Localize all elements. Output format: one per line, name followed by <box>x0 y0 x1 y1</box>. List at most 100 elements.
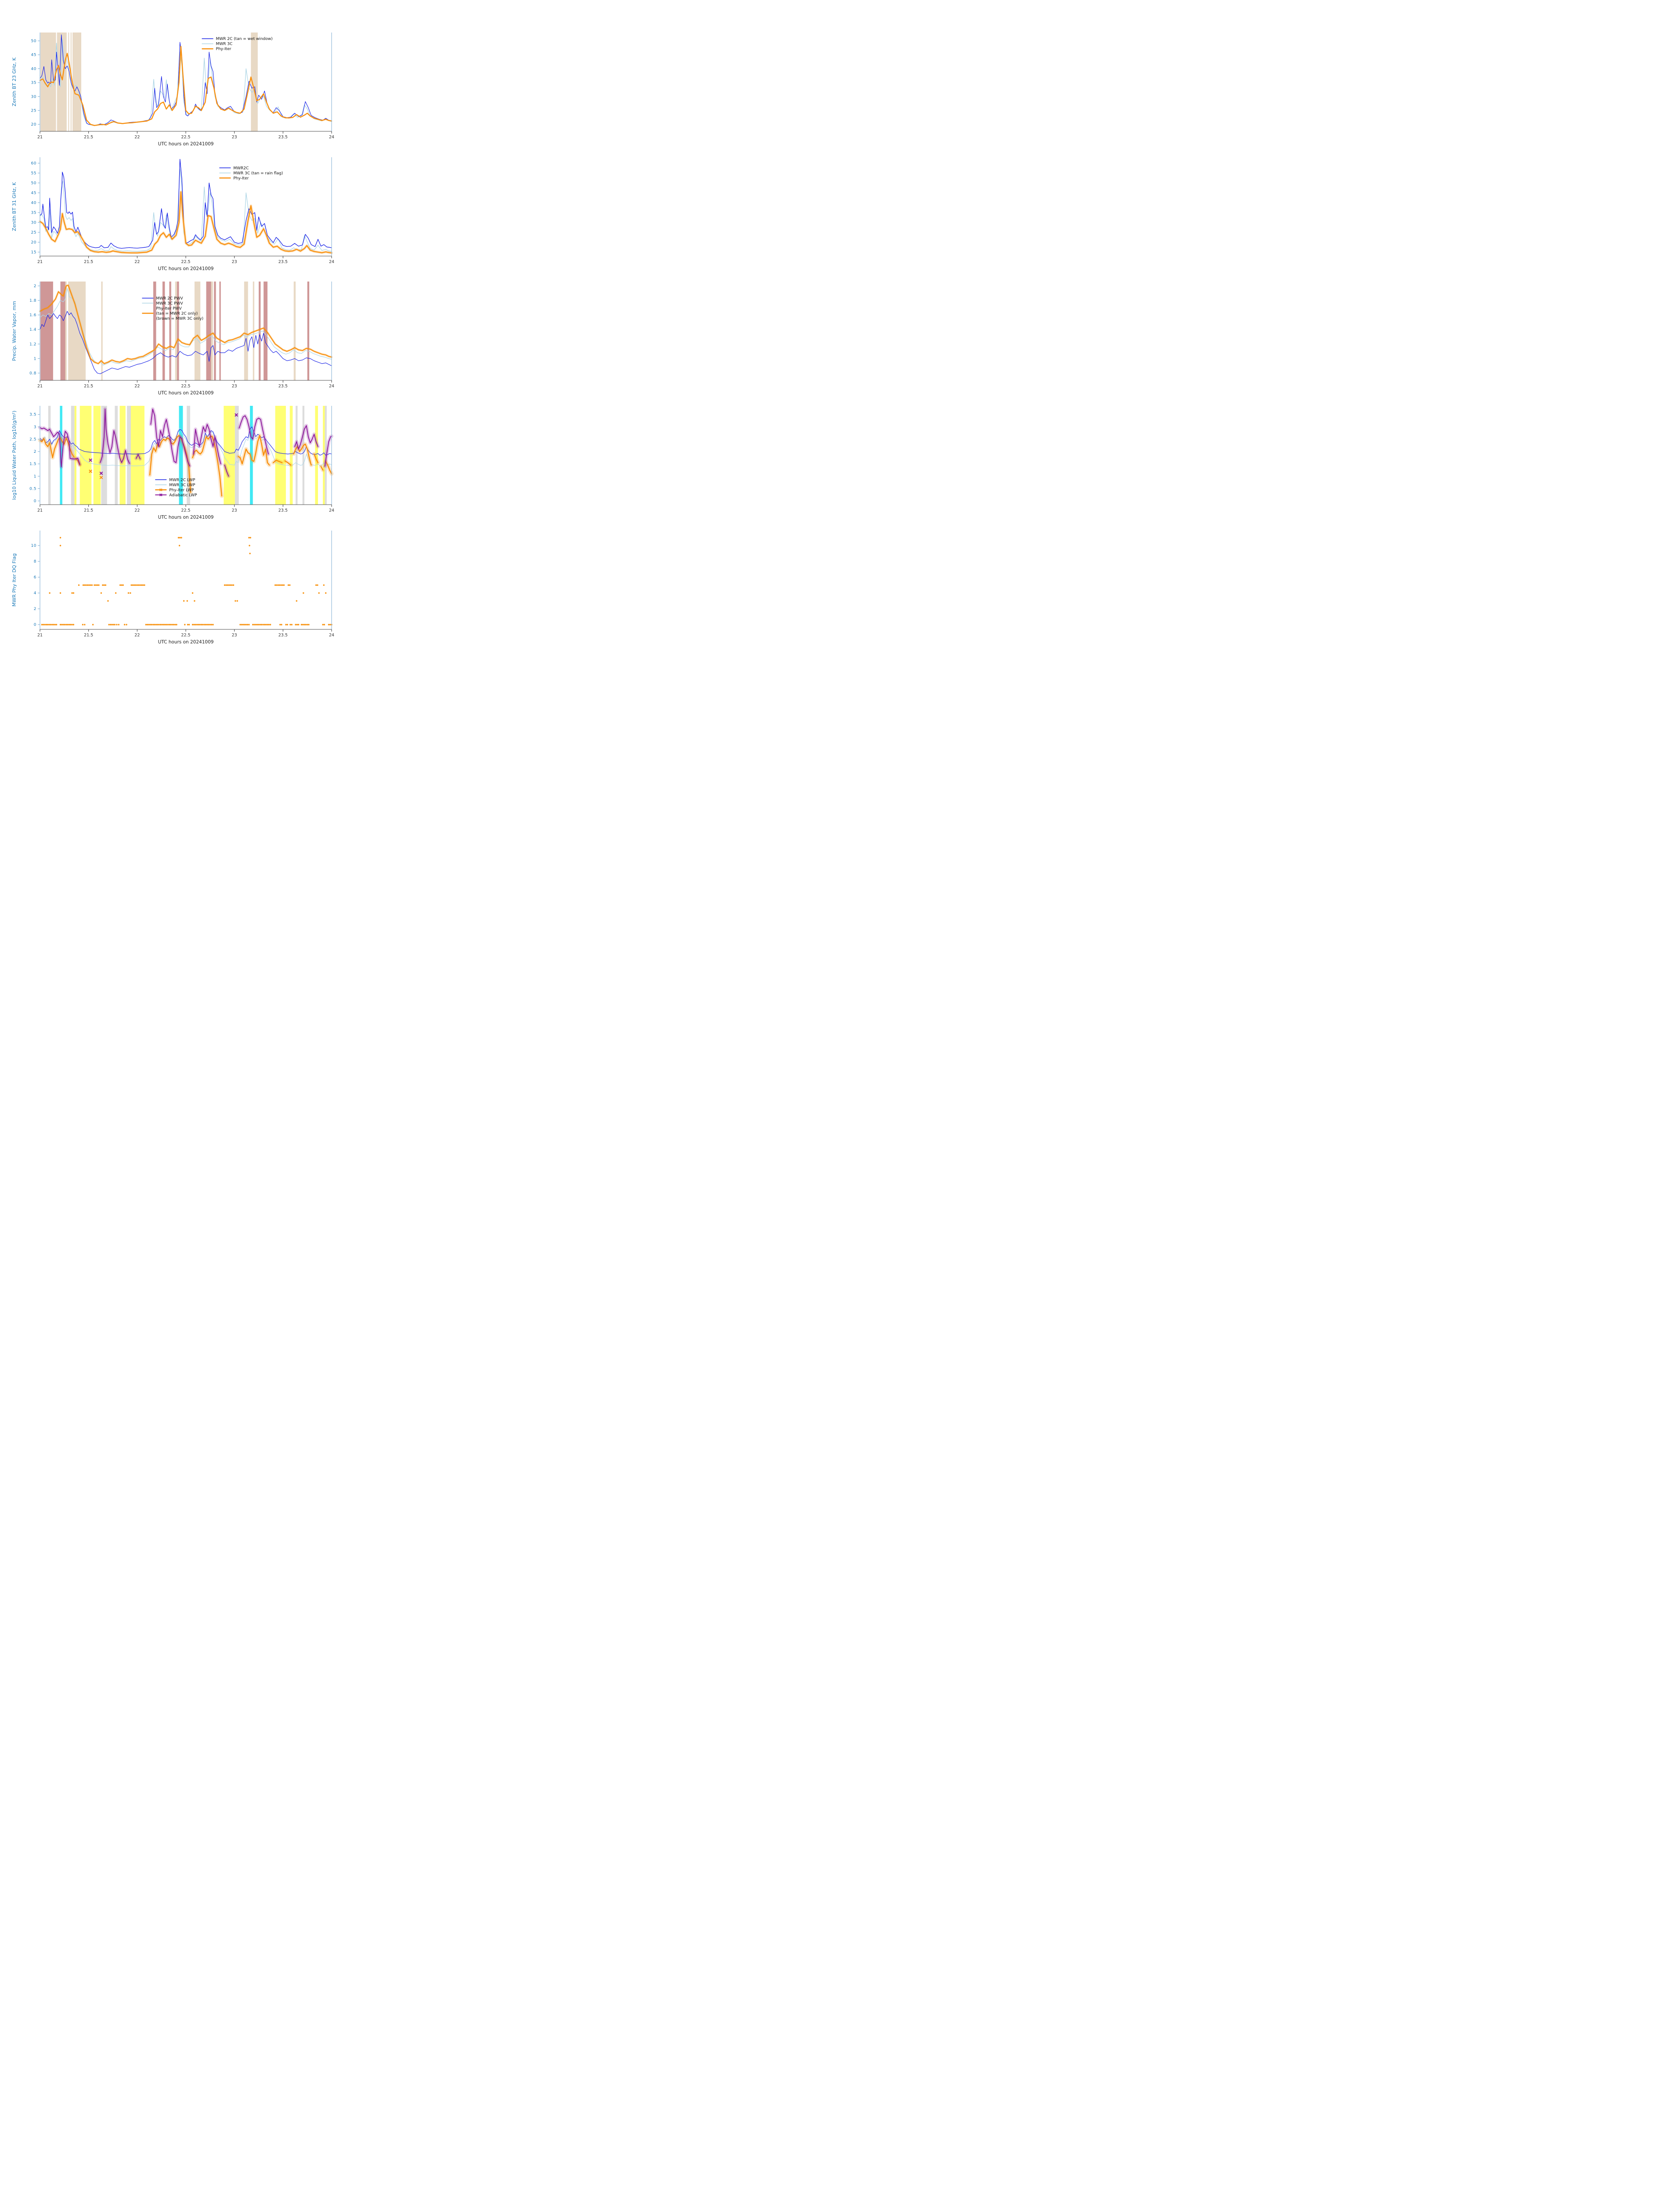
flag-dot <box>50 624 52 625</box>
flag-dot <box>178 545 181 546</box>
x-tick-label: 22.5 <box>181 135 190 140</box>
flag-dot <box>318 592 320 594</box>
flag-dot <box>252 624 254 625</box>
x-tick-label: 22 <box>134 633 140 638</box>
x-tick-label: 22.5 <box>181 633 190 638</box>
x-tick-label: 21 <box>37 260 43 264</box>
flag-band <box>250 406 253 505</box>
x-tick-label: 21.5 <box>84 508 93 513</box>
y-tick-label: 1.8 <box>29 299 36 303</box>
flag-band <box>127 406 131 505</box>
flag-dot <box>249 537 251 538</box>
flag-band <box>79 406 92 505</box>
flag-dot <box>191 592 194 594</box>
flag-dot <box>300 624 303 625</box>
flag-dot <box>208 624 210 625</box>
y-tick-label: 1.5 <box>29 462 36 466</box>
flag-dot <box>64 624 66 625</box>
flag-dot <box>59 537 61 538</box>
flag-band <box>60 406 62 505</box>
dq-flag-points <box>41 537 332 625</box>
y-tick-label: 2 <box>34 450 36 454</box>
x-tick-label: 23.5 <box>278 135 288 140</box>
flag-dot <box>193 624 195 625</box>
flag-dot <box>130 584 132 586</box>
x-tick-label: 24 <box>329 384 334 389</box>
x-axis-label: UTC hours on 20241009 <box>158 390 214 396</box>
flag-dot <box>49 592 51 594</box>
flag-dot <box>163 624 164 625</box>
y-tick-label: 2 <box>34 607 36 611</box>
flag-dot <box>198 624 199 625</box>
flag-dot <box>41 624 43 625</box>
panel-pwv: 0.8 1 1.2 1.4 1.6 1.8 2 21 21.5 22 22.5 23 23.5 24 UTC… <box>11 282 334 396</box>
flag-dot <box>45 624 47 625</box>
flag-dot <box>289 624 291 625</box>
flag-dot <box>96 584 98 586</box>
flag-dot <box>184 624 186 625</box>
flag-dot <box>259 624 261 625</box>
flag-dot <box>88 584 90 586</box>
y-tick-label: 2 <box>34 284 36 289</box>
flag-band <box>251 33 258 131</box>
y-tick-label: 3.5 <box>29 413 36 417</box>
x-marker <box>99 471 103 475</box>
flag-band <box>179 406 183 505</box>
y-tick-label: 0 <box>34 499 36 504</box>
flag-band <box>296 406 298 505</box>
flag-dot <box>98 584 100 586</box>
flag-dot <box>43 624 44 625</box>
panel-lwp: 00.511.522.533.521 21.5 22 22.5 23 23.5 24UTC … <box>11 406 334 520</box>
x-tick-label: 24 <box>329 633 334 638</box>
y-tick-label: 0.8 <box>29 371 36 376</box>
flag-band <box>194 282 201 380</box>
legend-label: MWR 3C LWP <box>169 483 195 488</box>
flag-band <box>60 282 65 380</box>
flag-dot <box>295 624 296 625</box>
flag-band <box>253 282 254 380</box>
legend-label: MWR 3C PWV <box>156 301 183 306</box>
flag-dot <box>130 592 131 594</box>
flag-dot <box>211 624 213 625</box>
y-tick-label: 25 <box>31 231 36 235</box>
flag-dot <box>268 624 270 625</box>
flag-dot <box>195 624 196 625</box>
series-line-mwr-3c-lwp <box>40 427 332 466</box>
y-tick-label: 8 <box>34 560 36 564</box>
x-tick-label: 23 <box>232 384 237 389</box>
y-tick-label: 40 <box>31 67 36 71</box>
flag-dot <box>303 592 304 594</box>
flag-dot <box>232 584 235 586</box>
x-tick-label: 21.5 <box>84 633 93 638</box>
legend-label: Phy-Iter LWP <box>169 488 194 492</box>
flag-dot <box>122 584 124 586</box>
flag-dot <box>155 624 157 625</box>
flag-dot <box>92 624 94 625</box>
x-tick-label: 24 <box>329 508 334 513</box>
x-tick-label: 21.5 <box>84 384 93 389</box>
flag-dot <box>121 584 123 586</box>
flag-dot <box>280 584 282 586</box>
flag-dot <box>114 624 116 625</box>
flag-dot <box>134 584 135 586</box>
flag-dot <box>135 584 137 586</box>
flag-dot <box>115 592 117 594</box>
flag-dot <box>241 624 242 625</box>
flag-dot <box>224 584 226 586</box>
flag-dot <box>276 584 278 586</box>
panel-bt31: 15 20 25 30 35 40 45 50 55 60 21 21.5 22 22.5 23 23.5 24… <box>11 157 334 271</box>
flag-dot <box>161 624 163 625</box>
flag-dot <box>171 624 173 625</box>
flag-band <box>65 282 67 380</box>
flag-dot <box>102 584 104 586</box>
flag-dot <box>72 624 75 625</box>
x-marker <box>89 470 93 473</box>
x-axis-label: UTC hours on 20241009 <box>158 141 214 147</box>
x-axis-label: UTC hours on 20241009 <box>158 515 214 520</box>
flag-dot <box>279 624 281 625</box>
legend-label: MWR2C <box>233 166 249 170</box>
flag-band <box>211 282 213 380</box>
legend-label: Adiabatic LWP <box>169 493 197 498</box>
